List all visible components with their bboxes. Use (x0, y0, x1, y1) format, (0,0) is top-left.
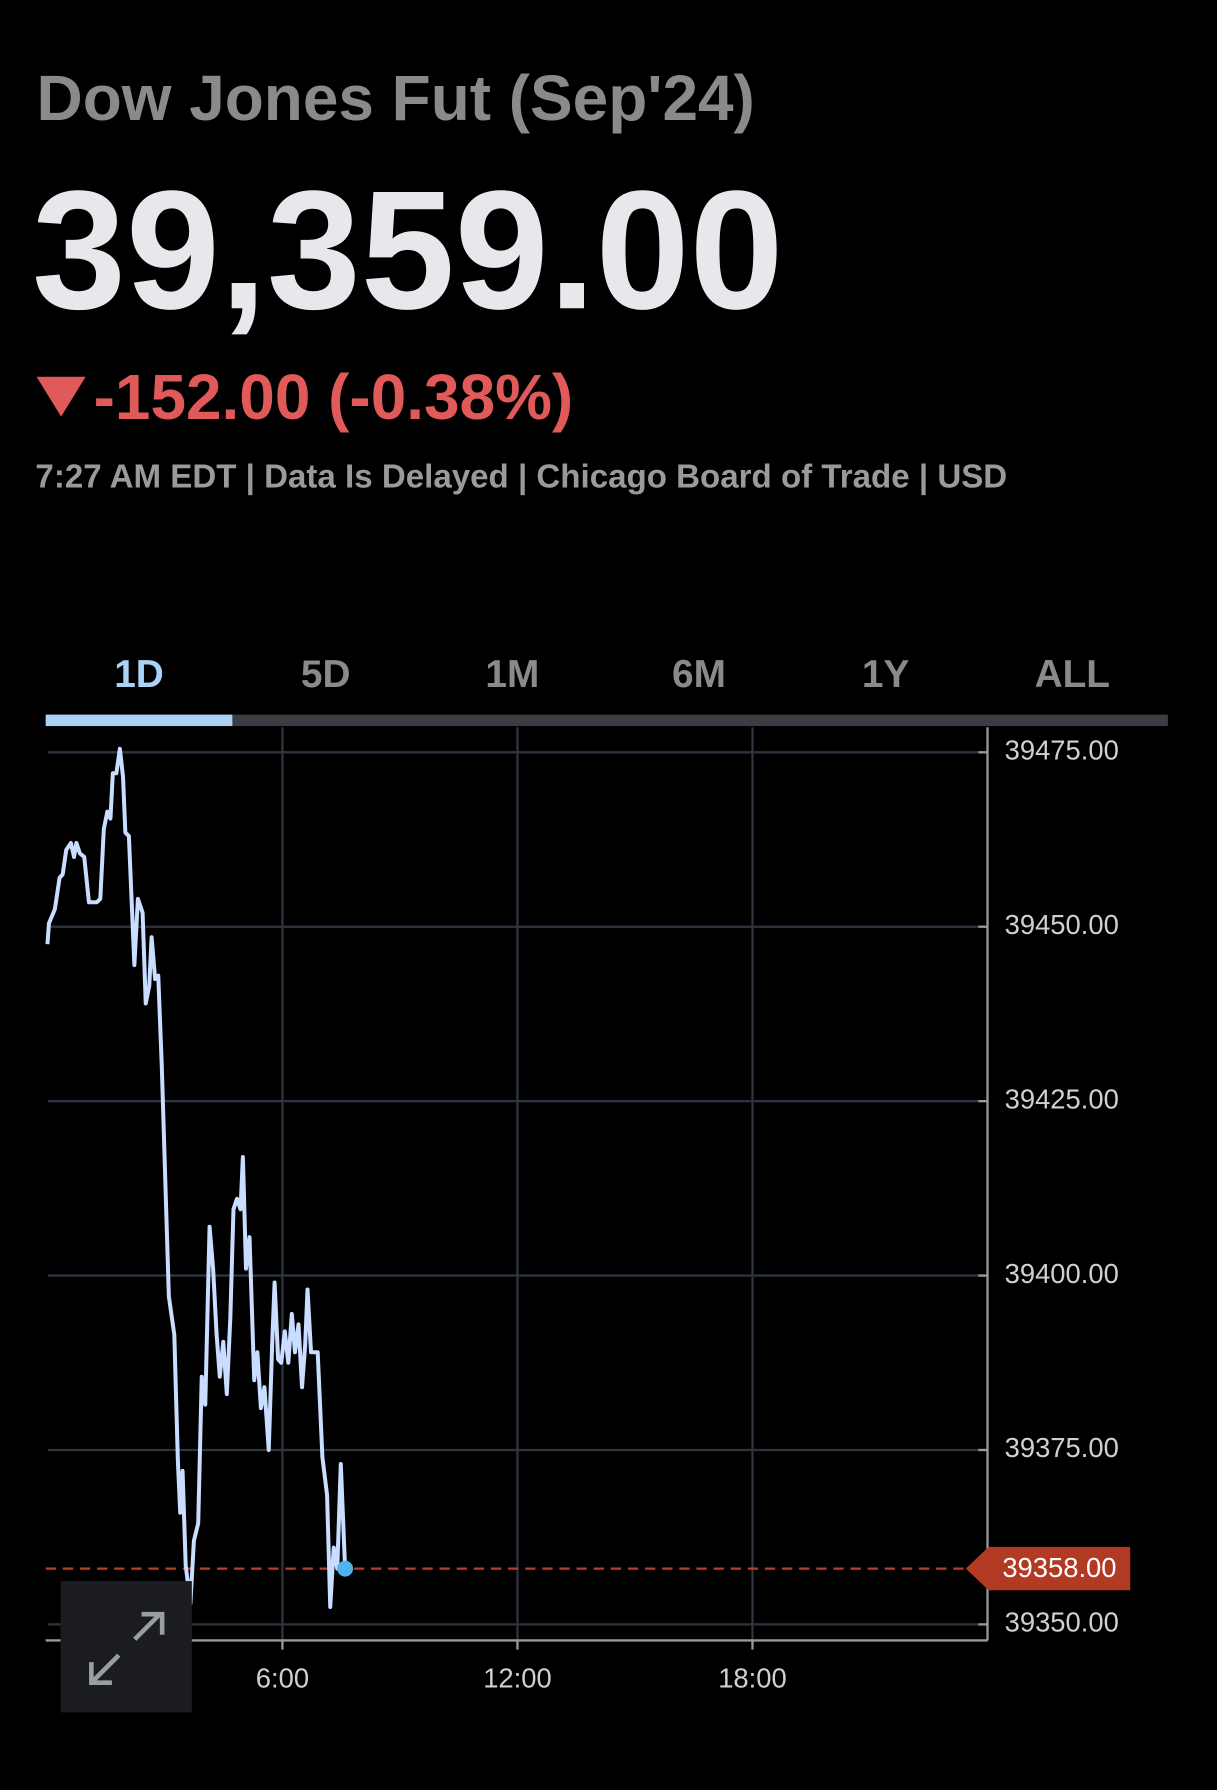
last-price-label: 39358.00 (1002, 1552, 1116, 1583)
down-arrow (36, 376, 86, 417)
x-tick-label: 18:00 (718, 1662, 787, 1693)
range-tab[interactable]: 1M (485, 653, 539, 696)
y-tick-label: 39350.00 (1005, 1607, 1119, 1638)
expand-bg (60, 1581, 192, 1713)
expand-button[interactable] (60, 1581, 192, 1713)
active-tab-indicator (45, 714, 233, 727)
x-tick-label: 12:00 (483, 1662, 552, 1693)
range-tab[interactable]: ALL (1035, 653, 1110, 696)
price: 39,359.00 (32, 155, 784, 344)
range-tab[interactable]: 6M (672, 653, 726, 696)
y-tick-label: 39400.00 (1005, 1258, 1119, 1289)
range-tab[interactable]: 1Y (862, 653, 910, 696)
expand-icon (89, 1611, 165, 1685)
y-tick-label: 39475.00 (1005, 735, 1119, 766)
title: Dow Jones Fut (Sep'24) (37, 62, 755, 134)
last-point (337, 1560, 354, 1577)
range-tab[interactable]: 5D (301, 653, 351, 696)
price-line (45, 746, 348, 1609)
y-tick-label: 39375.00 (1005, 1432, 1119, 1463)
tab-track (45, 714, 1168, 727)
change: -152.00 (-0.38%) (94, 361, 574, 433)
y-tick-label: 39425.00 (1005, 1083, 1119, 1114)
y-tick-label: 39450.00 (1005, 909, 1119, 940)
range-tab[interactable]: 1D (114, 653, 164, 696)
subtitle: 7:27 AM EDT | Data Is Delayed | Chicago … (35, 458, 1007, 495)
last-price-tag (965, 1546, 1131, 1591)
x-tick-label: 6:00 (256, 1662, 309, 1693)
